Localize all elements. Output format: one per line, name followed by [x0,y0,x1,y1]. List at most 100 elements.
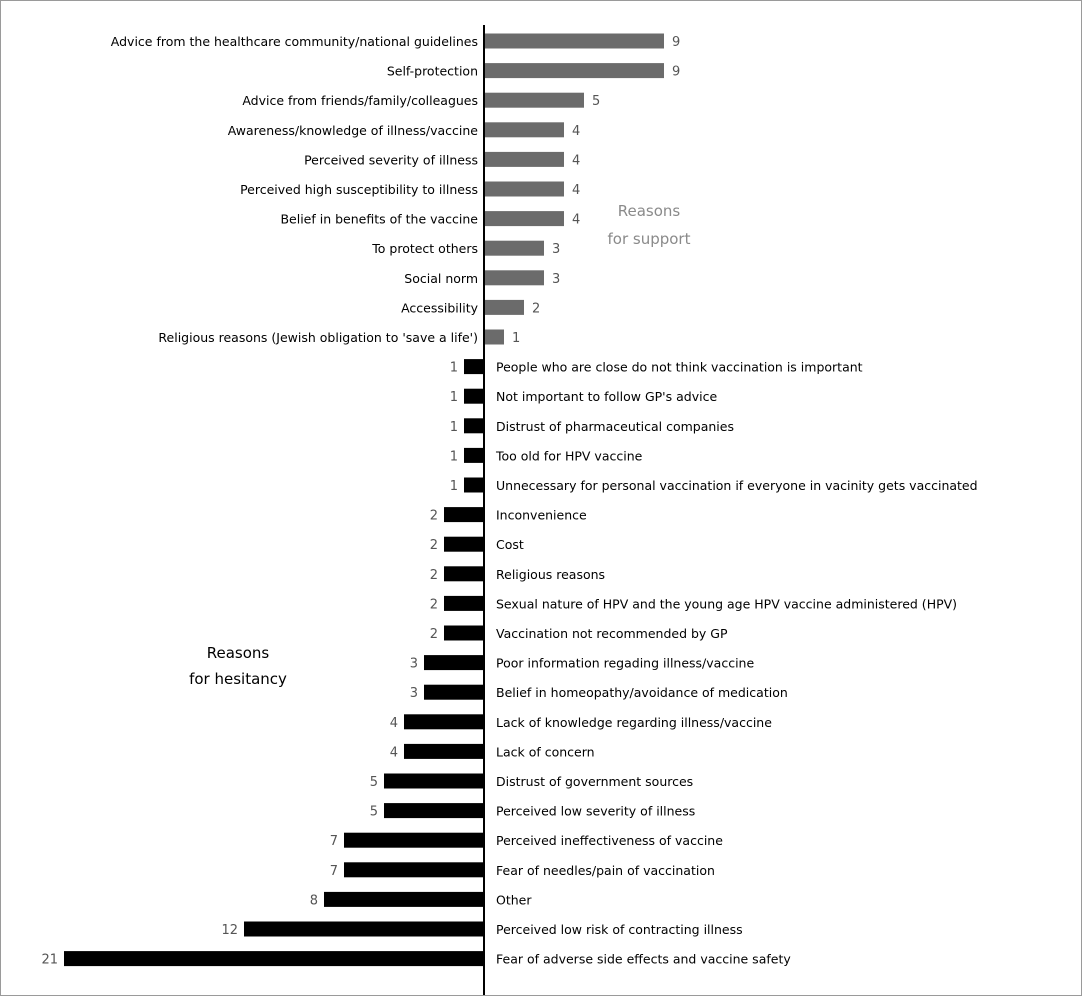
hesitancy-group-label-line2: for hesitancy [189,670,287,688]
support-bar [484,151,564,167]
support-value-label: 5 [592,94,600,109]
support-category-label: Advice from the healthcare community/nat… [111,34,478,49]
hesitancy-value-label: 5 [370,805,378,820]
support-group-label-line2: for support [608,230,691,248]
support-value-label: 3 [552,272,560,287]
support-bar [484,211,564,227]
hesitancy-bar [444,595,484,611]
hesitancy-category-label: Lack of knowledge regarding illness/vacc… [496,715,772,730]
hesitancy-bar [64,951,484,967]
hesitancy-category-label: Other [496,892,532,907]
hesitancy-value-label: 1 [450,390,458,405]
hesitancy-bar [444,566,484,582]
hesitancy-category-label: Inconvenience [496,508,587,523]
hesitancy-category-label: Perceived ineffectiveness of vaccine [496,833,723,848]
support-category-label: Awareness/knowledge of illness/vaccine [228,123,479,138]
hesitancy-category-label: People who are close do not think vaccin… [496,360,863,375]
support-value-label: 4 [572,213,580,228]
support-value-label: 4 [572,124,580,139]
hesitancy-bar [424,655,484,671]
hesitancy-bar [464,447,484,463]
support-bar [484,299,524,315]
plot-area: 9 Advice from the healthcare community/na… [41,33,978,968]
hesitancy-value-label: 2 [430,538,438,553]
hesitancy-bar [424,684,484,700]
hesitancy-group-label-line1: Reasons [207,644,270,662]
hesitancy-category-label: Religious reasons [496,567,605,582]
hesitancy-category-label: Fear of needles/pain of vaccination [496,863,715,878]
support-group-label-line1: Reasons [618,202,681,220]
hesitancy-value-label: 3 [410,657,418,672]
support-category-label: Belief in benefits of the vaccine [280,212,478,227]
hesitancy-bar [464,359,484,375]
hesitancy-category-label: Too old for HPV vaccine [495,448,643,463]
support-value-label: 9 [672,35,680,50]
support-bar [484,181,564,197]
hesitancy-value-label: 2 [430,509,438,524]
support-bar [484,92,584,108]
support-bar [484,122,564,138]
hesitancy-bar [464,418,484,434]
hesitancy-bar [444,536,484,552]
hesitancy-value-label: 4 [390,745,398,760]
support-category-label: Advice from friends/family/colleagues [242,93,478,108]
support-category-label: Social norm [404,271,478,286]
support-value-label: 1 [512,331,520,346]
hesitancy-value-label: 2 [430,568,438,583]
hesitancy-value-label: 1 [450,479,458,494]
hesitancy-value-label: 1 [450,420,458,435]
hesitancy-bar [464,388,484,404]
hesitancy-bar [244,921,484,937]
hesitancy-category-label: Sexual nature of HPV and the young age H… [496,596,957,611]
hesitancy-category-label: Not important to follow GP's advice [496,389,717,404]
hesitancy-category-label: Perceived low risk of contracting illnes… [496,922,743,937]
hesitancy-bar [344,862,484,878]
hesitancy-value-label: 1 [450,361,458,376]
hesitancy-value-label: 2 [430,597,438,612]
hesitancy-bar [464,477,484,493]
hesitancy-category-label: Distrust of government sources [496,774,693,789]
support-value-label: 9 [672,65,680,80]
support-category-label: Religious reasons (Jewish obligation to … [158,330,478,345]
hesitancy-value-label: 8 [310,893,318,908]
support-bar [484,33,664,49]
support-bar [484,240,544,256]
hesitancy-category-label: Lack of concern [496,744,595,759]
support-bar [484,270,544,286]
support-value-label: 2 [532,301,540,316]
support-value-label: 4 [572,183,580,198]
hesitancy-category-label: Cost [496,537,524,552]
hesitancy-category-label: Perceived low severity of illness [496,804,695,819]
support-bar [484,329,504,345]
hesitancy-bar [344,832,484,848]
hesitancy-category-label: Unnecessary for personal vaccination if … [496,478,978,493]
hesitancy-value-label: 5 [370,775,378,790]
support-bar [484,63,664,79]
support-value-label: 3 [552,242,560,257]
hesitancy-value-label: 1 [450,449,458,464]
hesitancy-category-label: Poor information regading illness/vaccin… [496,656,754,671]
hesitancy-bar [444,625,484,641]
hesitancy-bar [444,507,484,523]
hesitancy-bar [324,891,484,907]
support-category-label: Perceived severity of illness [304,152,478,167]
hesitancy-bar [404,743,484,759]
support-category-label: Self-protection [387,64,478,79]
support-category-label: Perceived high susceptibility to illness [240,182,478,197]
hesitancy-value-label: 4 [390,716,398,731]
hesitancy-category-label: Belief in homeopathy/avoidance of medica… [496,685,788,700]
hesitancy-bar [384,803,484,819]
hesitancy-category-label: Distrust of pharmaceutical companies [496,419,734,434]
hesitancy-value-label: 3 [410,686,418,701]
hesitancy-value-label: 7 [330,834,338,849]
hesitancy-bar [404,714,484,730]
hesitancy-value-label: 12 [221,923,238,938]
hesitancy-bar [384,773,484,789]
hesitancy-category-label: Vaccination not recommended by GP [496,626,728,641]
hesitancy-value-label: 21 [41,953,58,968]
hesitancy-value-label: 2 [430,627,438,642]
support-category-label: Accessibility [401,300,479,315]
support-category-label: To protect others [371,241,478,256]
